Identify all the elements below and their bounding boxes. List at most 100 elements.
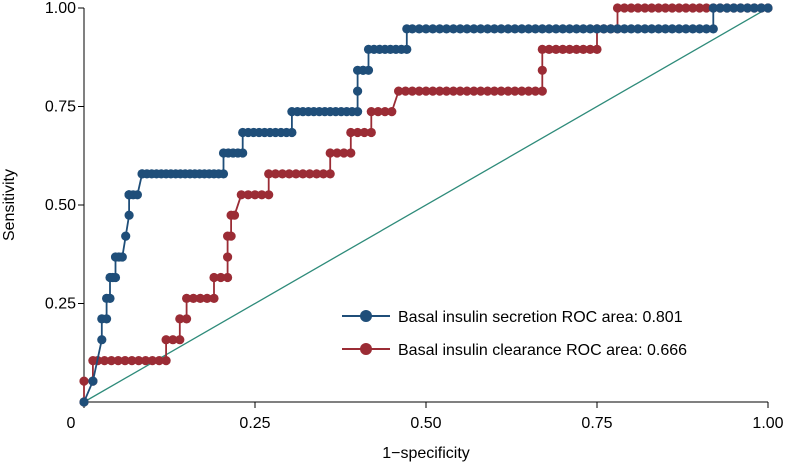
roc-point-clearance <box>325 169 335 179</box>
roc-point-secretion <box>667 24 677 34</box>
roc-point-secretion <box>132 190 142 200</box>
roc-point-clearance <box>270 169 281 179</box>
roc-point-secretion <box>749 3 759 13</box>
roc-point-clearance <box>366 107 376 117</box>
roc-point-clearance <box>312 169 322 179</box>
legend-label-secretion: Basal insulin secretion ROC area: 0.801 <box>398 309 683 326</box>
y-ticks: 0.25 0.50 0.75 1.00 <box>45 0 84 313</box>
roc-point-secretion <box>640 24 650 34</box>
roc-point-clearance <box>551 44 561 55</box>
roc-point-clearance <box>168 335 178 345</box>
roc-point-clearance <box>188 293 198 303</box>
roc-point-clearance <box>688 3 698 13</box>
roc-point-secretion <box>496 24 506 34</box>
roc-point-secretion <box>599 24 609 34</box>
roc-point-clearance <box>182 314 192 324</box>
roc-point-clearance <box>517 86 527 96</box>
roc-point-clearance <box>489 86 499 96</box>
roc-point-clearance <box>435 86 445 96</box>
roc-point-secretion <box>407 24 417 34</box>
roc-point-secretion <box>729 3 739 13</box>
roc-point-secretion <box>695 24 705 34</box>
x-tick-label: 1.00 <box>752 415 783 432</box>
roc-point-secretion <box>489 24 499 34</box>
roc-point-secretion <box>756 3 766 13</box>
roc-point-secretion <box>647 24 657 34</box>
roc-point-clearance <box>305 169 315 179</box>
roc-point-clearance <box>400 86 411 96</box>
roc-point-clearance <box>469 86 479 96</box>
roc-point-secretion <box>218 169 229 179</box>
roc-point-secretion <box>537 24 547 34</box>
roc-point-clearance <box>175 314 185 324</box>
roc-point-clearance <box>216 272 226 283</box>
roc-point-clearance <box>353 127 363 138</box>
roc-point-clearance <box>182 293 192 303</box>
roc-point-secretion <box>544 24 554 34</box>
roc-point-secretion <box>530 24 541 34</box>
roc-point-clearance <box>325 148 335 158</box>
roc-point-secretion <box>455 24 465 34</box>
roc-point-clearance <box>298 169 308 179</box>
roc-point-clearance <box>565 44 575 55</box>
roc-point-clearance <box>223 272 233 283</box>
roc-point-clearance <box>366 127 376 138</box>
roc-point-clearance <box>339 148 349 158</box>
roc-point-clearance <box>209 272 219 283</box>
roc-point-secretion <box>688 24 698 34</box>
roc-point-secretion <box>742 3 753 13</box>
roc-point-clearance <box>243 190 253 200</box>
roc-point-secretion <box>708 3 718 13</box>
roc-point-clearance <box>318 169 328 179</box>
roc-point-clearance <box>209 293 219 303</box>
roc-point-clearance <box>264 169 274 179</box>
x-tick-label: 0 <box>67 415 76 432</box>
roc-point-clearance <box>284 169 294 179</box>
reference-diagonal-line <box>83 7 769 403</box>
roc-point-secretion <box>287 127 297 138</box>
roc-point-clearance <box>612 3 623 13</box>
roc-point-clearance <box>695 3 705 13</box>
roc-point-clearance <box>421 86 431 96</box>
roc-point-secretion <box>585 24 595 34</box>
roc-point-clearance <box>544 44 554 55</box>
roc-point-secretion <box>619 24 630 34</box>
x-tick-label: 0.75 <box>581 415 612 432</box>
roc-point-secretion <box>238 148 248 158</box>
roc-point-clearance <box>264 190 274 200</box>
roc-point-secretion <box>110 272 121 283</box>
roc-point-clearance <box>640 3 650 13</box>
y-tick-label: 0.50 <box>45 197 76 214</box>
reference-line-layer <box>83 7 769 403</box>
roc-point-secretion <box>681 24 691 34</box>
roc-point-clearance <box>619 3 630 13</box>
roc-point-clearance <box>127 356 137 366</box>
roc-point-clearance <box>257 190 267 200</box>
roc-point-clearance <box>236 190 246 200</box>
legend-marker-clearance <box>360 343 372 355</box>
roc-point-secretion <box>448 24 458 34</box>
roc-point-clearance <box>496 86 506 96</box>
roc-point-secretion <box>441 24 452 34</box>
roc-point-clearance <box>414 86 424 96</box>
roc-point-clearance <box>462 86 472 96</box>
roc-point-secretion <box>102 314 112 324</box>
roc-point-clearance <box>654 3 664 13</box>
roc-point-secretion <box>476 24 486 34</box>
roc-point-clearance <box>681 3 691 13</box>
roc-point-clearance <box>503 86 513 96</box>
roc-point-clearance <box>161 335 171 345</box>
roc-point-clearance <box>578 44 588 55</box>
roc-point-secretion <box>578 24 588 34</box>
roc-point-clearance <box>346 127 356 138</box>
roc-point-secretion <box>483 24 493 34</box>
roc-point-clearance <box>250 190 260 200</box>
roc-point-secretion <box>715 3 725 13</box>
roc-point-clearance <box>147 356 157 366</box>
roc-point-secretion <box>469 24 479 34</box>
roc-point-clearance <box>407 86 417 96</box>
roc-point-clearance <box>106 356 116 366</box>
roc-point-clearance <box>175 335 185 345</box>
roc-point-secretion <box>674 24 684 34</box>
roc-point-secretion <box>414 24 424 34</box>
